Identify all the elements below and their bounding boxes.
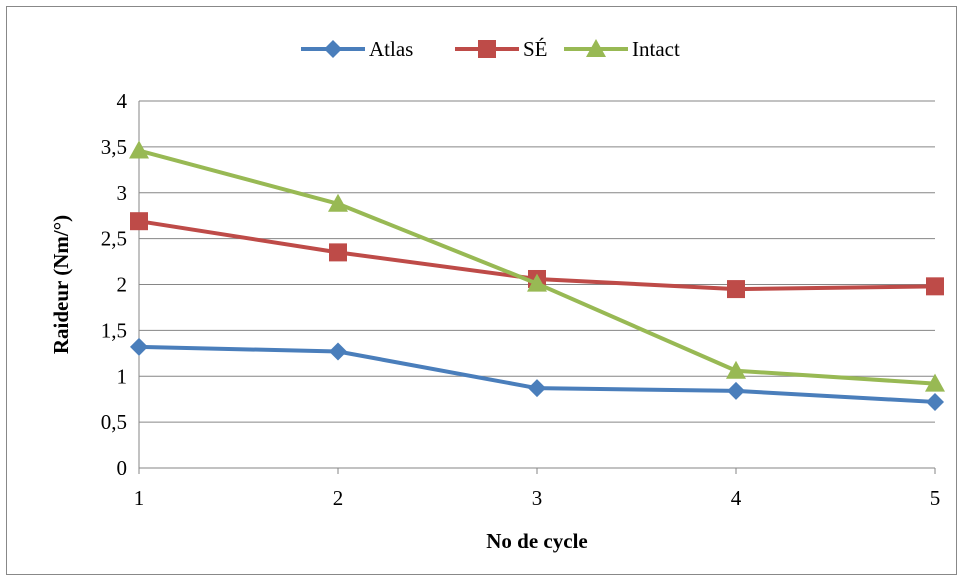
series-group bbox=[129, 140, 945, 411]
legend-label: SÉ bbox=[523, 37, 548, 61]
x-tick-labels: 1 2 3 4 5 bbox=[134, 486, 941, 510]
data-point bbox=[727, 280, 745, 299]
axes bbox=[138, 101, 936, 474]
y-tick-label: 1,5 bbox=[101, 318, 127, 342]
legend-item: Atlas bbox=[301, 37, 413, 61]
x-tick-label: 4 bbox=[731, 486, 742, 510]
legend-label: Intact bbox=[632, 37, 680, 61]
data-point bbox=[528, 379, 546, 398]
legend-item: SÉ bbox=[455, 37, 548, 61]
y-tick-label: 2 bbox=[117, 273, 128, 297]
y-tick-label: 4 bbox=[117, 89, 128, 113]
data-point bbox=[926, 392, 944, 411]
x-tick-label: 5 bbox=[930, 486, 941, 510]
x-tick-label: 3 bbox=[532, 486, 543, 510]
data-point bbox=[726, 360, 746, 379]
y-axis-title: Raideur (Nm/°) bbox=[49, 215, 73, 354]
legend-marker bbox=[324, 40, 342, 58]
data-point bbox=[329, 243, 347, 262]
y-tick-label: 0,5 bbox=[101, 410, 127, 434]
data-point bbox=[329, 342, 347, 361]
x-tick-label: 1 bbox=[134, 486, 145, 510]
data-point bbox=[527, 273, 547, 292]
legend-marker bbox=[478, 40, 496, 58]
y-tick-label: 0 bbox=[117, 456, 128, 480]
data-point bbox=[129, 140, 149, 159]
data-point bbox=[328, 193, 348, 212]
y-tick-label: 2,5 bbox=[101, 227, 127, 251]
y-tick-labels: 0 0,5 1 1,5 2 2,5 3 3,5 4 bbox=[101, 89, 128, 480]
legend: Atlas SÉ Intact bbox=[301, 37, 680, 61]
legend-marker bbox=[586, 39, 606, 57]
series-atlas bbox=[130, 337, 944, 411]
x-tick-label: 2 bbox=[333, 486, 344, 510]
data-point bbox=[925, 373, 945, 392]
legend-item: Intact bbox=[564, 37, 680, 61]
data-point bbox=[926, 277, 944, 296]
y-tick-label: 1 bbox=[117, 364, 128, 388]
data-point bbox=[130, 337, 148, 356]
data-point bbox=[727, 381, 745, 400]
series-intact bbox=[129, 140, 945, 392]
y-tick-label: 3,5 bbox=[101, 135, 127, 159]
data-point bbox=[130, 212, 148, 231]
x-axis-title: No de cycle bbox=[486, 529, 587, 553]
y-tick-label: 3 bbox=[117, 181, 128, 205]
legend-label: Atlas bbox=[369, 37, 413, 61]
